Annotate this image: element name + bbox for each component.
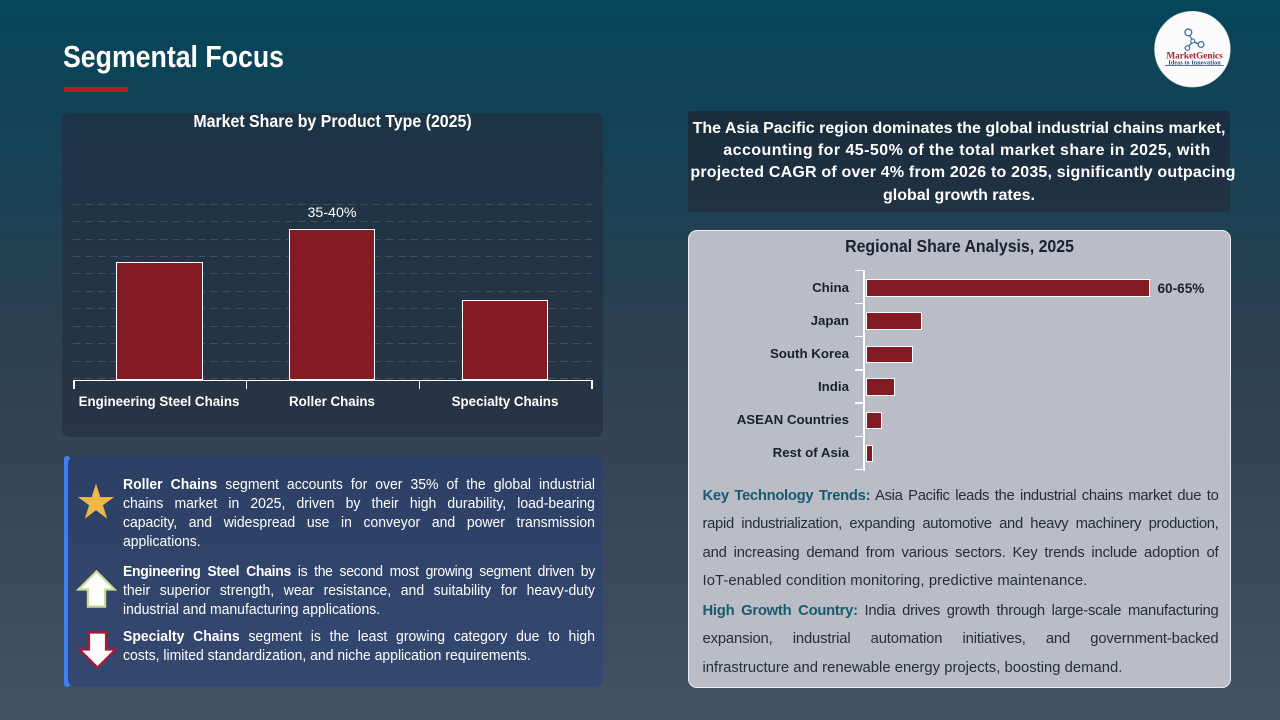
svg-text:MarketGenics: MarketGenics xyxy=(1166,51,1223,61)
svg-text:Ideas to Innovation: Ideas to Innovation xyxy=(1168,60,1221,66)
